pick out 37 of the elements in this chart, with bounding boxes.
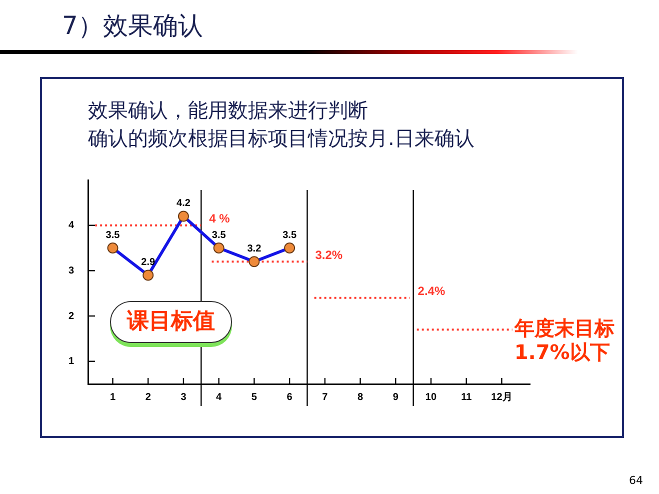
x-tick-label: 6 — [286, 392, 293, 403]
data-label: 2.4% — [418, 284, 446, 298]
y-tick-label: 4 — [68, 220, 74, 232]
data-label: 3.5 — [282, 230, 297, 241]
text: 64 — [629, 474, 643, 487]
x-tick-label: 4 — [216, 392, 222, 403]
x-tick-label: 10 — [425, 392, 437, 403]
chart-subtitle: 效果确认，能用数据来进行判断 — [88, 97, 368, 123]
data-label: 3.2 — [247, 243, 262, 254]
y-tick-label: 1 — [68, 356, 74, 368]
point — [284, 242, 296, 254]
x-tick-label: 11 — [461, 392, 472, 403]
x-tick-label: 9 — [392, 392, 399, 403]
chart-title: 7）效果确认 — [62, 10, 203, 42]
x-tick-label: 2 — [145, 392, 152, 403]
point — [178, 210, 189, 222]
annotation: 课目标值 — [127, 309, 215, 335]
x-tick-label: 1 — [110, 392, 116, 403]
annotation: 年度末目标 1.7%以下 — [513, 316, 614, 364]
data-label: 4.2 — [176, 198, 191, 210]
y-tick-label: 2 — [68, 310, 74, 322]
data-label: 4 % — [209, 212, 230, 226]
point — [248, 256, 260, 268]
x-tick-label: 12月 — [491, 392, 512, 403]
y-tick-label: 3 — [68, 265, 74, 276]
data-label: 3.2% — [315, 248, 343, 262]
x-tick-label: 7 — [322, 392, 328, 403]
text: 确认的频次根据目标项目情况按月.日来确认 — [88, 125, 474, 151]
point — [142, 270, 154, 281]
data-label: 2.9 — [141, 256, 156, 268]
point — [213, 242, 224, 254]
x-tick-label: 5 — [251, 392, 258, 403]
point — [107, 242, 118, 254]
x-tick-label: 3 — [180, 392, 187, 403]
data-label: 3.5 — [106, 230, 120, 241]
x-tick-label: 8 — [357, 392, 364, 403]
data-label: 3.5 — [212, 230, 226, 241]
